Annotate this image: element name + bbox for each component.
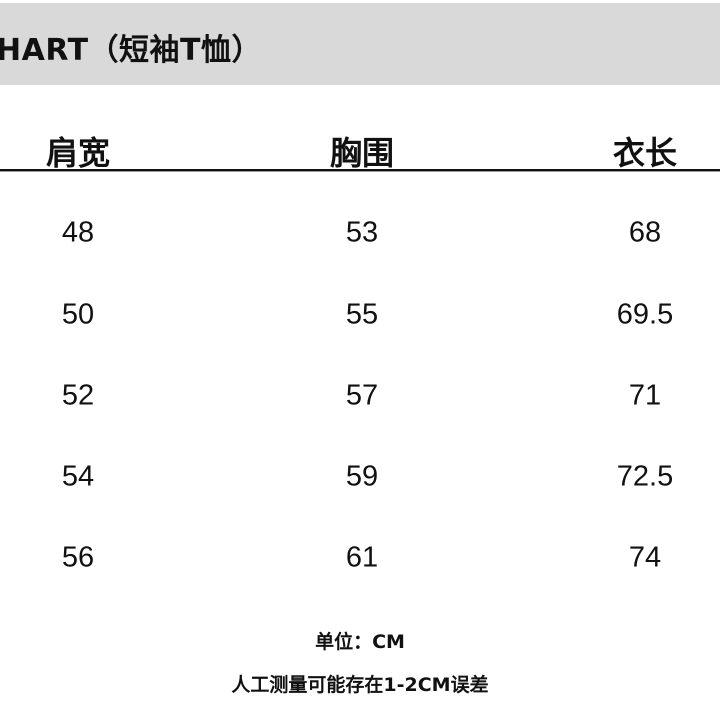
header-chest: 胸围 [329, 134, 395, 172]
header-divider [0, 169, 720, 172]
error-note: 人工测量可能存在1-2CM误差 [231, 674, 489, 696]
table-cell: 68 [628, 216, 662, 249]
table-cell: 69.5 [616, 298, 674, 331]
table-cell: 72.5 [616, 460, 674, 493]
unit-note: 单位：CM [315, 631, 405, 653]
chart-title: HART（短袖T恤） [0, 33, 263, 68]
header-length: 衣长 [612, 134, 678, 172]
header-shoulder-width: 肩宽 [45, 134, 111, 172]
table-cell: 52 [61, 379, 95, 412]
table-cell: 56 [61, 541, 95, 574]
table-cell: 74 [628, 541, 662, 574]
table-cell: 57 [345, 379, 379, 412]
table-cell: 55 [345, 298, 379, 331]
table-cell: 71 [628, 379, 662, 412]
table-cell: 61 [345, 541, 379, 574]
table-cell: 50 [61, 298, 95, 331]
title-banner: HART（短袖T恤） [0, 3, 720, 85]
table-cell: 48 [61, 216, 95, 249]
table-cell: 59 [345, 460, 379, 493]
table-cell: 54 [61, 460, 95, 493]
table-cell: 53 [345, 216, 379, 249]
